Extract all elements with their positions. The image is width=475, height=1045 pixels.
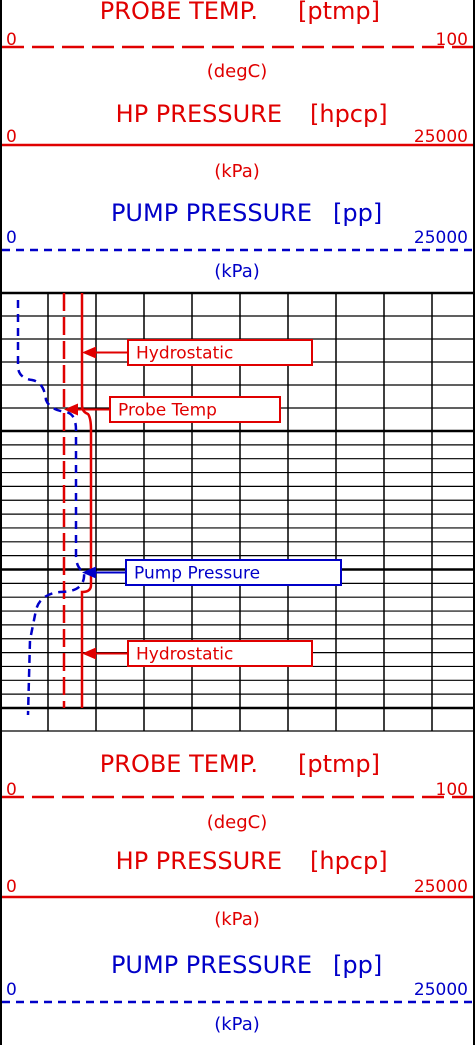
callout-arrow [64, 403, 78, 416]
callout-box [127, 640, 313, 667]
callout-arrow [82, 346, 96, 359]
callout-label: Pump Pressure [134, 564, 260, 584]
track-unit: (kPa) [214, 261, 260, 282]
scale-min: 0 [6, 980, 17, 1000]
track-mnemonic: [hpcp] [310, 847, 388, 875]
track-title: PUMP PRESSURE [111, 951, 312, 979]
track-unit: (degC) [207, 61, 268, 82]
scale-min: 0 [6, 30, 17, 50]
track-mnemonic: [ptmp] [298, 0, 380, 25]
scale-min: 0 [6, 127, 17, 147]
scale-min: 0 [6, 877, 17, 897]
track-title: PROBE TEMP. [100, 0, 258, 25]
callout-arrow [82, 566, 96, 579]
track-unit: (degC) [207, 812, 268, 833]
track-title: HP PRESSURE [116, 847, 282, 875]
track-unit: (kPa) [214, 1014, 260, 1035]
track-title: PROBE TEMP. [100, 750, 258, 778]
pump-pressure-curve [16, 300, 86, 716]
track-mnemonic: [pp] [333, 951, 382, 979]
scale-max: 100 [436, 30, 468, 50]
callout-box [125, 559, 342, 586]
scale-max: 100 [436, 780, 468, 800]
track-title: PUMP PRESSURE [111, 199, 312, 227]
callout-label: Probe Temp [118, 401, 217, 421]
callout-box [127, 339, 313, 366]
scale-max: 25000 [414, 980, 468, 1000]
track-unit: (kPa) [214, 161, 260, 182]
callout-arrow [82, 647, 96, 660]
callouts: Hydrostatic Probe Temp Pump Pressure Hydros… [64, 339, 342, 667]
track-title: HP PRESSURE [116, 100, 282, 128]
track-unit: (kPa) [214, 909, 260, 930]
track-mnemonic: [pp] [333, 199, 382, 227]
track-mnemonic: [hpcp] [310, 100, 388, 128]
callout-label: Hydrostatic [136, 645, 233, 665]
callout-box [109, 396, 281, 423]
callout-label: Hydrostatic [136, 344, 233, 364]
scale-max: 25000 [414, 877, 468, 897]
scale-max: 25000 [414, 127, 468, 147]
scale-max: 25000 [414, 228, 468, 248]
scale-min: 0 [6, 780, 17, 800]
track-mnemonic: [ptmp] [298, 750, 380, 778]
scale-min: 0 [6, 228, 17, 248]
